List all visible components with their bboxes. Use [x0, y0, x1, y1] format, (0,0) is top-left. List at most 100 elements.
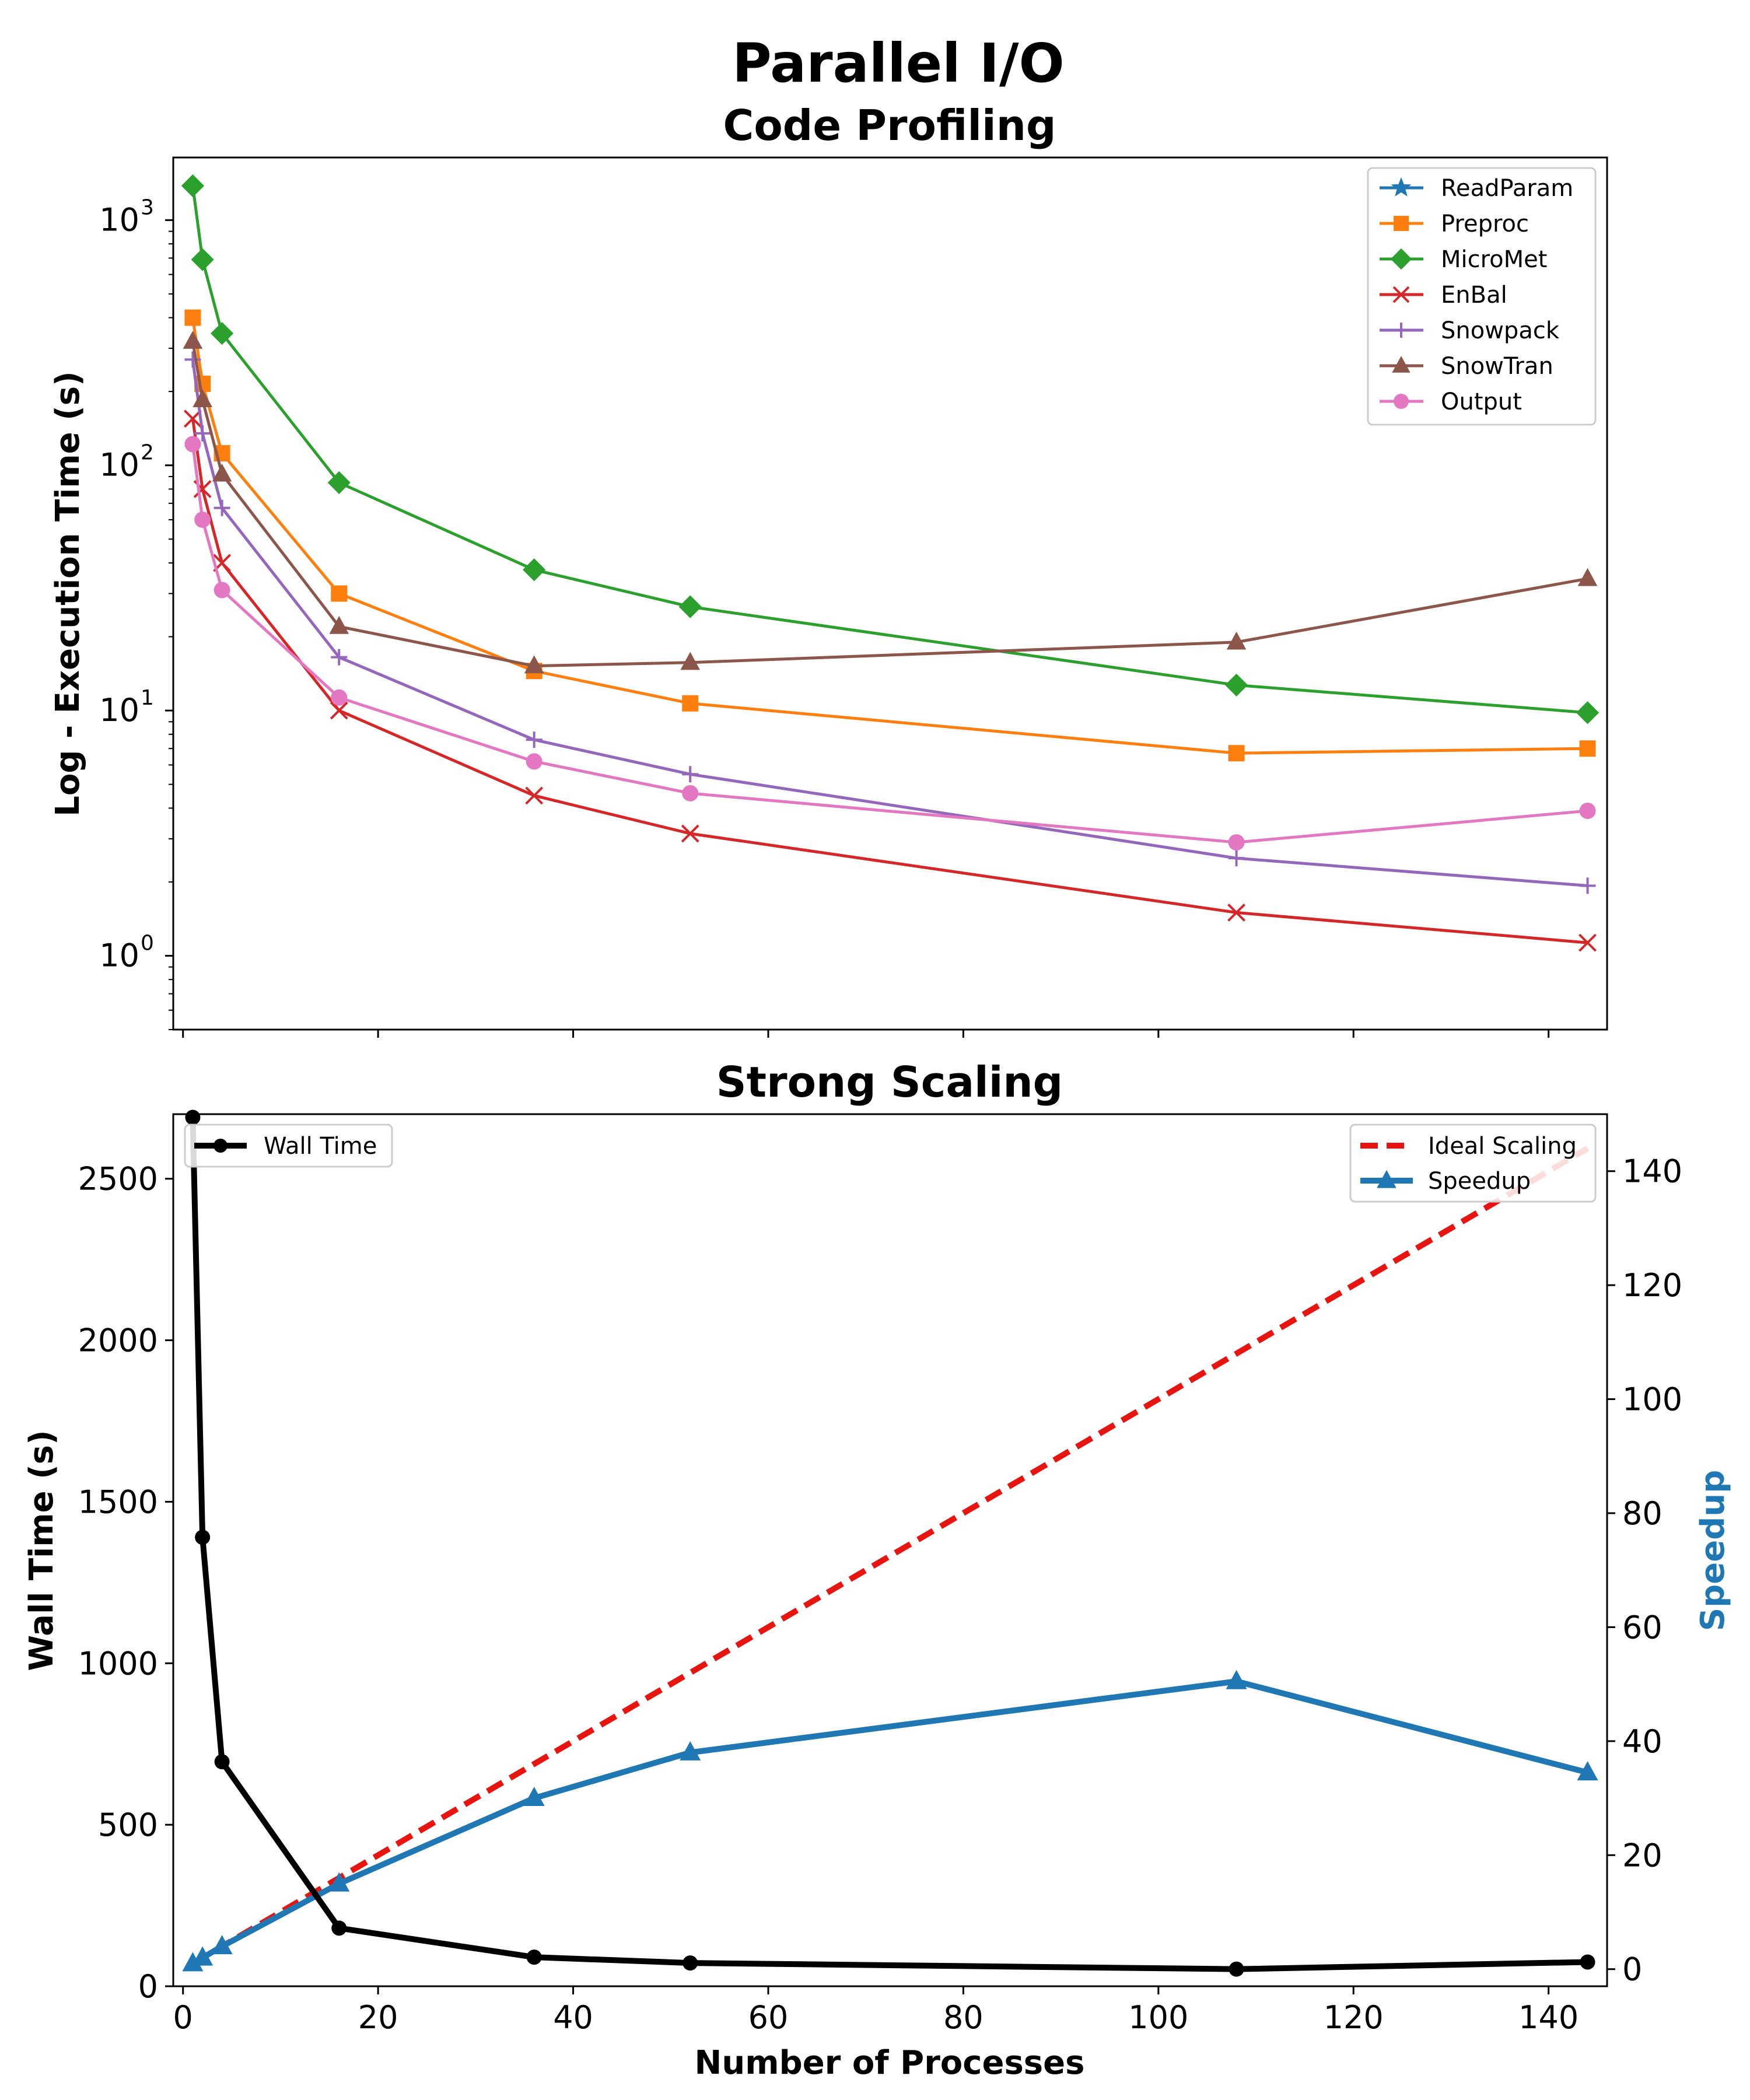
data-point-enbal: [525, 786, 544, 805]
data-point-micromet: [191, 248, 214, 271]
data-point-output: [1228, 834, 1245, 851]
speedup-point: [328, 1872, 350, 1892]
bottom-right-y-axis-label: Speedup: [1694, 1470, 1732, 1631]
legend-label-micromet: MicroMet: [1441, 246, 1547, 273]
data-point-enbal: [681, 824, 699, 843]
speedup-point: [1577, 1761, 1598, 1781]
bottom-right-y-tick-label: 20: [1622, 1837, 1662, 1874]
figure-suptitle: Parallel I/O: [732, 32, 1065, 94]
wall-time-point: [195, 1530, 211, 1545]
top-y-tick-label: 10: [99, 201, 139, 238]
legend-marker-wall-time: [214, 1139, 228, 1153]
data-point-output: [184, 436, 201, 453]
bottom-right-y-tick-label: 60: [1622, 1609, 1662, 1646]
data-point-snowpack: [1579, 877, 1596, 894]
bottom-x-tick-label: 0: [173, 1999, 193, 2036]
bottom-right-y-tick-label: 140: [1622, 1153, 1682, 1190]
legend-label-snowtran: SnowTran: [1441, 353, 1553, 380]
bottom-x-tick-label: 100: [1128, 1999, 1188, 2036]
legend-marker-snowtran: [1392, 356, 1410, 373]
data-point-output: [331, 689, 348, 706]
data-point-micromet: [211, 322, 234, 345]
legend-marker-speedup: [1377, 1170, 1396, 1188]
bottom-y-tick-label: 2500: [78, 1161, 158, 1198]
legend-marker-readparam: [1391, 177, 1412, 197]
data-point-snowpack: [682, 766, 699, 783]
data-point-micromet: [181, 174, 205, 198]
top-legend: ReadParam Preproc MicroMet EnBal Snowpack Sno…: [1367, 167, 1597, 426]
data-point-preproc: [331, 585, 348, 602]
series-line-enbal: [191, 418, 1588, 944]
x-axis-label: Number of Processes: [695, 2044, 1085, 2082]
data-point-output: [526, 753, 542, 770]
series-line-micromet: [191, 186, 1588, 715]
wall-time-legend: Wall Time: [184, 1124, 393, 1168]
data-point-snowpack: [331, 649, 348, 666]
wall-time-legend-box: [184, 1124, 393, 1168]
series-line-snowtran: [191, 341, 1588, 668]
bottom-x-tick-label: 140: [1518, 1999, 1578, 2036]
bottom-x-tick-label: 40: [553, 1999, 593, 2036]
legend-marker-micromet: [1390, 248, 1412, 270]
data-point-enbal: [184, 410, 202, 428]
legend-label-wall-time: Wall Time: [264, 1133, 377, 1160]
bottom-x-tick-label: 80: [943, 1999, 984, 2036]
speedup-point: [680, 1741, 701, 1760]
data-point-enbal: [1227, 904, 1246, 922]
data-point-micromet: [523, 558, 546, 582]
series-line-snowpack: [191, 359, 1588, 887]
data-point-snowtran: [680, 652, 701, 670]
bottom-x-tick-label: 60: [748, 1999, 789, 2036]
legend-label-speedup: Speedup: [1428, 1168, 1531, 1195]
top-y-tick-exponent: 2: [141, 441, 154, 465]
data-point-snowtran: [1226, 631, 1247, 650]
bottom-y-tick-label: 1500: [78, 1483, 158, 1520]
legend-marker-enbal: [1392, 286, 1410, 303]
wall-time-point: [682, 1955, 698, 1971]
data-point-snowtran: [329, 615, 349, 634]
top-legend-box: [1367, 167, 1597, 426]
wall-time-point: [1228, 1961, 1244, 1977]
speedup-point: [192, 1946, 214, 1966]
data-point-micromet: [1224, 673, 1248, 697]
bottom-right-y-tick-label: 120: [1622, 1267, 1682, 1304]
data-point-micromet: [678, 595, 702, 618]
speedup-point: [211, 1935, 233, 1955]
bottom-x-tick-label: 120: [1324, 1999, 1384, 2036]
top-y-tick-label: 10: [99, 692, 139, 729]
data-point-preproc: [184, 309, 201, 326]
data-point-enbal: [330, 701, 348, 720]
data-point-snowpack: [184, 351, 201, 368]
legend-marker-output: [1394, 394, 1409, 409]
data-point-snowpack: [194, 425, 211, 442]
speedup-point: [523, 1787, 545, 1807]
top-y-tick-exponent: 1: [141, 686, 154, 710]
code-profiling-title: Code Profiling: [723, 101, 1056, 150]
legend-label-ideal-scaling: Ideal Scaling: [1428, 1133, 1577, 1160]
data-point-preproc: [1228, 745, 1245, 762]
data-point-output: [682, 785, 699, 802]
bottom-y-tick-label: 0: [138, 1968, 158, 2005]
data-point-snowpack: [214, 499, 230, 516]
data-point-snowtran: [183, 331, 203, 349]
top-y-tick-label: 10: [99, 447, 139, 484]
data-point-preproc: [1579, 740, 1596, 757]
strong-scaling-title: Strong Scaling: [716, 1058, 1063, 1107]
wall-time-point: [331, 1920, 347, 1936]
bottom-y-tick-label: 2000: [78, 1322, 158, 1359]
data-point-snowtran: [1577, 568, 1598, 586]
bottom-series-layer: [182, 1110, 1598, 1977]
data-point-enbal: [1578, 933, 1597, 952]
bottom-right-y-ticks: 0 20 40 60 80 100 120 140: [1607, 1153, 1682, 1988]
wall-time-point: [526, 1950, 542, 1965]
wall-time-line: [190, 1117, 1588, 1972]
data-point-snowtran: [192, 389, 212, 407]
data-point-output: [1579, 802, 1596, 819]
bottom-x-ticks: 0 20 40 60 80 100 120 140: [173, 1986, 1578, 2036]
bottom-y-axis-label: Wall Time (s): [23, 1430, 61, 1671]
data-point-preproc: [682, 695, 699, 712]
speedup-point: [1226, 1670, 1247, 1689]
data-point-output: [194, 511, 211, 528]
data-point-micromet: [1576, 701, 1600, 724]
